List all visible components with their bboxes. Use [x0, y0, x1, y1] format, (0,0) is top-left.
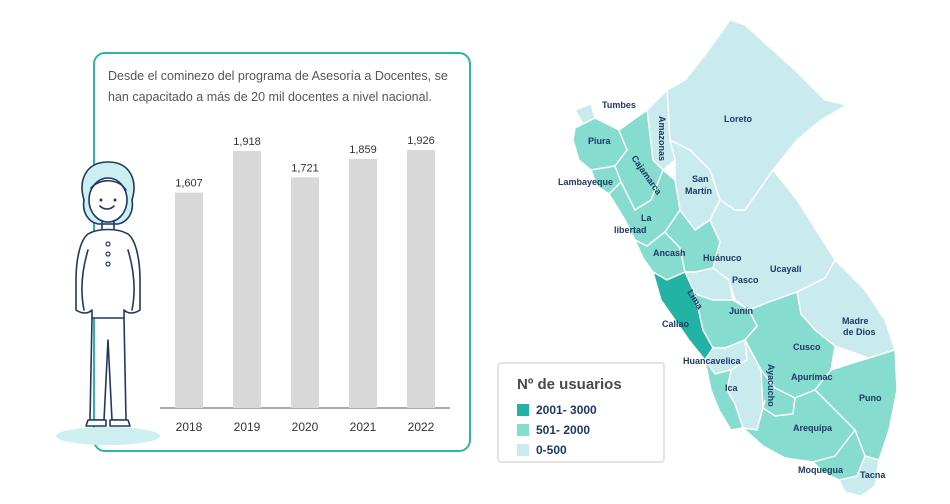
- legend-title: Nº de usuarios: [517, 376, 622, 393]
- description-text: Desde el cominezo del programa de Asesor…: [108, 69, 448, 104]
- map-label: Martín: [685, 186, 712, 196]
- map-label: de Dios: [843, 327, 876, 337]
- bar: [291, 177, 319, 408]
- legend-item: 501- 2000: [517, 422, 590, 438]
- map-label: Tacna: [860, 470, 886, 480]
- map-label: Puno: [859, 393, 882, 403]
- map-label: Apurímac: [791, 372, 833, 382]
- data-label: 1,918: [233, 136, 261, 148]
- torso: [75, 228, 141, 319]
- legend-label: 501- 2000: [536, 423, 591, 437]
- neck: [101, 221, 115, 231]
- map-label: La: [641, 213, 652, 223]
- map-label: Amazonas: [657, 116, 667, 161]
- legend-swatch: [517, 424, 529, 436]
- x-tick-label: 2020: [292, 420, 319, 434]
- map-label: Piura: [588, 136, 612, 146]
- x-tick-label: 2018: [176, 420, 203, 434]
- legend-item: 0-500: [517, 442, 567, 458]
- legend-item: 2001- 3000: [517, 402, 597, 418]
- peru-map: Tumbes Piura Lambayeque Amazonas Cajamar…: [558, 19, 898, 497]
- map-label: Tumbes: [602, 100, 636, 110]
- x-tick-label: 2022: [408, 420, 435, 434]
- face: [88, 177, 128, 223]
- data-label: 1,926: [407, 135, 435, 147]
- bar: [175, 192, 203, 408]
- floor-shadow: [56, 427, 160, 445]
- data-label: 1,859: [349, 144, 377, 156]
- map-label: Ica: [725, 383, 739, 393]
- map-label: Lambayeque: [558, 177, 613, 187]
- x-tick-label: 2019: [234, 420, 261, 434]
- region-tacna: [837, 455, 880, 497]
- legend-swatch: [517, 444, 529, 456]
- map-label: Loreto: [724, 114, 753, 124]
- legend-label: 2001- 3000: [536, 403, 597, 417]
- map-label: Junín: [729, 306, 753, 316]
- map-label: Ayacucho: [766, 364, 776, 407]
- bar: [349, 158, 377, 408]
- map-label: Ucayali: [770, 264, 802, 274]
- map-legend: Nº de usuarios 2001- 3000 501- 2000 0-50…: [497, 362, 665, 463]
- legend-swatch: [517, 404, 529, 416]
- data-label: 1,607: [175, 178, 203, 190]
- arms: [81, 249, 135, 311]
- map-label: Huánuco: [703, 253, 742, 263]
- legend-label: 0-500: [536, 443, 567, 457]
- map-label: Huancavelica: [683, 356, 742, 366]
- map-label: San: [692, 174, 709, 184]
- map-label: Ancash: [653, 248, 686, 258]
- map-label: Moquegua: [798, 465, 844, 475]
- teacher-illustration: [56, 161, 160, 445]
- bar: [233, 150, 261, 408]
- legs: [89, 317, 127, 421]
- map-label: Madre: [842, 316, 869, 326]
- x-tick-label: 2021: [350, 420, 377, 434]
- map-label: Arequipa: [793, 423, 833, 433]
- map-label: libertad: [614, 225, 647, 235]
- region-la-libertad: [608, 168, 681, 247]
- map-label: Pasco: [732, 275, 759, 285]
- region-arequipa: [740, 389, 856, 463]
- bar: [407, 149, 435, 408]
- map-label: Cusco: [793, 342, 821, 352]
- shoes: [85, 419, 131, 427]
- map-label: Callao: [662, 319, 690, 329]
- bar-chart: 1,607 2018 1,918 2019 1,721 2020 1,859 2021 1,92…: [160, 135, 450, 434]
- region-ica: [704, 359, 744, 431]
- data-label: 1,721: [291, 162, 319, 174]
